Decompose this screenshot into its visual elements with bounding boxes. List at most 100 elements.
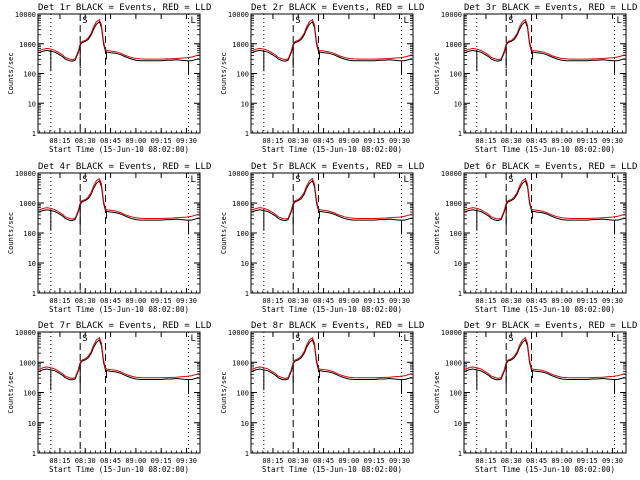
x-tick-label: 09:30 [176, 137, 197, 145]
x-tick-label: 09:15 [577, 297, 598, 305]
y-tick-label: 10 [241, 420, 249, 428]
x-tick-label: 09:15 [577, 137, 598, 145]
event-marker-label: L [617, 16, 622, 26]
event-marker-label: L [404, 175, 409, 185]
y-tick-label: 100 [236, 390, 249, 398]
x-tick-label: 09:15 [151, 137, 172, 145]
y-axis-label: Counts/sec [7, 52, 15, 94]
event-marker-label: S [508, 334, 513, 344]
x-tick-label: 09:15 [151, 457, 172, 465]
series-line-events [464, 20, 625, 62]
detector-panel-5: Det 5r BLACK = Events, RED = LLD 1 10 100 10… [220, 162, 424, 314]
panel-title: Det 2r BLACK = Events, RED = LLD [251, 3, 424, 13]
x-axis-label: Start Time (15-Jun-10 08:02:00) [262, 145, 402, 154]
y-tick-label: 10000 [441, 329, 462, 337]
series-line-lld [38, 177, 199, 220]
y-tick-label: 1000 [445, 200, 462, 208]
series-line-lld [464, 177, 625, 220]
plot-frame [463, 13, 627, 134]
detector-panel-2: Det 2r BLACK = Events, RED = LLD 1 10 100 10… [220, 3, 424, 154]
x-tick-label: 09:15 [577, 457, 598, 465]
x-tick-label: 08:45 [526, 297, 547, 305]
x-tick-label: 08:45 [313, 137, 334, 145]
y-tick-label: 10000 [441, 170, 462, 178]
series-line-lld [251, 336, 412, 380]
panel-title: Det 4r BLACK = Events, RED = LLD [38, 162, 211, 172]
panel-title: Det 8r BLACK = Events, RED = LLD [251, 321, 424, 331]
y-tick-label: 1000 [232, 41, 249, 49]
x-tick-label: 08:45 [100, 137, 121, 145]
panel-title: Det 7r BLACK = Events, RED = LLD [38, 321, 211, 331]
y-axis-label: Counts/sec [220, 52, 228, 94]
event-marker-label: L [404, 334, 409, 344]
x-axis-label: Start Time (15-Jun-10 08:02:00) [475, 145, 615, 154]
event-marker-label: L [191, 334, 196, 344]
x-axis-label: Start Time (15-Jun-10 08:02:00) [49, 305, 189, 314]
x-tick-label: 09:30 [176, 297, 197, 305]
event-marker-label: S [82, 334, 87, 344]
y-tick-label: 10 [454, 420, 462, 428]
y-tick-label: 1 [245, 290, 249, 298]
x-axis-label: Start Time (15-Jun-10 08:02:00) [49, 465, 189, 474]
x-tick-label: 08:30 [75, 297, 96, 305]
x-tick-label: 08:15 [49, 297, 70, 305]
x-tick-label: 08:15 [475, 457, 496, 465]
y-tick-label: 1000 [19, 359, 36, 367]
series-line-events [38, 20, 199, 62]
x-tick-label: 08:45 [313, 457, 334, 465]
plot-frame [250, 13, 414, 134]
x-tick-label: 09:30 [389, 457, 410, 465]
detector-panel-8: Det 8r BLACK = Events, RED = LLD 1 10 100 10… [220, 321, 424, 474]
series-line-events [38, 179, 199, 222]
y-tick-label: 1000 [445, 41, 462, 49]
series-line-events [464, 339, 625, 381]
y-tick-label: 1000 [232, 200, 249, 208]
x-tick-label: 09:00 [125, 137, 146, 145]
x-tick-label: 08:30 [75, 457, 96, 465]
plot-frame [37, 331, 201, 454]
y-tick-label: 10 [241, 100, 249, 108]
x-tick-label: 08:45 [313, 297, 334, 305]
detector-panel-7: Det 7r BLACK = Events, RED = LLD 1 10 100 10… [7, 321, 211, 474]
y-tick-label: 1000 [19, 41, 36, 49]
series-line-events [251, 339, 412, 381]
x-tick-label: 08:30 [75, 137, 96, 145]
x-tick-label: 08:30 [501, 457, 522, 465]
panel-title: Det 6r BLACK = Events, RED = LLD [464, 162, 637, 172]
y-axis-label: Counts/sec [7, 371, 15, 413]
x-tick-label: 09:00 [338, 457, 359, 465]
event-marker-label: S [82, 175, 87, 185]
plot-frame [463, 172, 627, 294]
event-marker-label: S [82, 16, 87, 26]
x-tick-label: 09:30 [389, 137, 410, 145]
event-marker-label: L [191, 175, 196, 185]
x-tick-label: 08:15 [262, 297, 283, 305]
x-axis-label: Start Time (15-Jun-10 08:02:00) [475, 465, 615, 474]
x-tick-label: 08:30 [501, 297, 522, 305]
detector-panel-3: Det 3r BLACK = Events, RED = LLD 1 10 100 10… [433, 3, 637, 154]
plot-frame [37, 172, 201, 294]
x-tick-label: 09:00 [125, 457, 146, 465]
y-tick-label: 100 [236, 230, 249, 238]
x-tick-label: 08:45 [100, 297, 121, 305]
y-tick-label: 100 [449, 71, 462, 79]
y-tick-label: 10000 [228, 170, 249, 178]
x-axis-label: Start Time (15-Jun-10 08:02:00) [475, 305, 615, 314]
x-tick-label: 08:15 [49, 137, 70, 145]
y-tick-label: 10 [28, 420, 36, 428]
x-tick-label: 09:00 [551, 297, 572, 305]
x-tick-label: 09:30 [389, 297, 410, 305]
y-axis-label: Counts/sec [433, 52, 441, 94]
y-tick-label: 10000 [15, 11, 36, 19]
y-tick-label: 1000 [232, 359, 249, 367]
x-axis-label: Start Time (15-Jun-10 08:02:00) [262, 305, 402, 314]
x-tick-label: 08:15 [475, 297, 496, 305]
y-tick-label: 10 [28, 260, 36, 268]
x-tick-label: 09:00 [338, 137, 359, 145]
detector-panel-9: Det 9r BLACK = Events, RED = LLD 1 10 100 10… [433, 321, 637, 474]
x-tick-label: 09:15 [364, 297, 385, 305]
y-tick-label: 10000 [15, 329, 36, 337]
y-axis-label: Counts/sec [220, 212, 228, 254]
series-line-lld [464, 336, 625, 380]
